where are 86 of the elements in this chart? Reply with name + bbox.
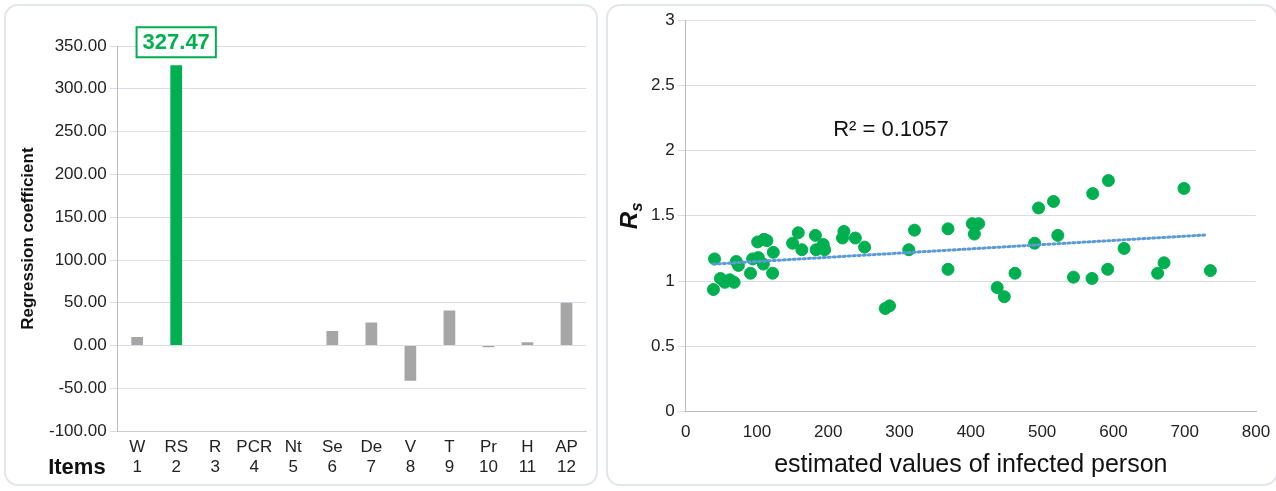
point: [990, 281, 1004, 295]
point: [883, 299, 897, 313]
point: [941, 262, 955, 276]
y-tick-label: -100.00: [48, 420, 107, 440]
y-tick-label: 50.00: [64, 292, 107, 312]
bar: [326, 331, 339, 346]
point: [766, 245, 780, 259]
point: [766, 266, 780, 280]
x-tick-label: 100: [742, 422, 772, 442]
point: [1066, 270, 1080, 284]
y-axis-title: Rs: [614, 202, 646, 230]
x-tick-label: 700: [1170, 422, 1199, 442]
point: [1047, 194, 1061, 208]
point: [1086, 187, 1100, 201]
bar: [170, 65, 183, 346]
y-tick-label: 2: [665, 140, 675, 160]
bar: [131, 337, 144, 346]
point: [727, 275, 741, 289]
point: [1203, 264, 1217, 278]
point: [1101, 262, 1115, 276]
y-axis-title: Regression coefficient: [17, 147, 37, 330]
bar: [404, 346, 417, 381]
x-tick-label: AP 12: [555, 437, 578, 477]
point: [1101, 174, 1115, 188]
x-tick-label: W 1: [129, 437, 146, 477]
y-tick-label: 250.00: [54, 121, 107, 141]
y-tick-label: 0.5: [650, 336, 675, 356]
point: [837, 224, 851, 238]
point: [858, 240, 872, 254]
bar: [521, 342, 534, 346]
x-tick-label: 0: [680, 422, 691, 442]
y-tick-label: 0.00: [73, 335, 107, 355]
y-tick-label: 350.00: [54, 35, 107, 55]
x-tick-label: H 11: [518, 437, 537, 477]
x-tick-label: De 7: [360, 437, 383, 477]
point: [1151, 266, 1165, 280]
bar: [560, 302, 573, 346]
x-tick-label: T 9: [444, 437, 455, 477]
x-tick-label: RS 2: [164, 437, 189, 477]
x-axis-title: Items: [48, 454, 106, 480]
x-tick-label: Se 6: [321, 437, 343, 477]
point: [1008, 266, 1022, 280]
annotation: R² = 0.1057: [833, 115, 949, 141]
y-tick-label: 1: [665, 270, 675, 290]
y-tick-label: 0: [665, 401, 675, 421]
y-tick-label: 1.5: [650, 205, 675, 225]
y-tick-label: -50.00: [58, 378, 107, 398]
point: [1051, 228, 1065, 242]
y-tick-label: 200.00: [54, 164, 107, 184]
point: [907, 223, 921, 237]
point: [791, 226, 805, 240]
point: [808, 228, 822, 242]
x-tick-label: 400: [956, 422, 985, 442]
point: [967, 227, 981, 241]
x-tick-label: 300: [885, 422, 914, 442]
x-tick-label: PCR 4: [236, 437, 273, 477]
x-axis-title: estimated values of infected person: [774, 448, 1168, 477]
bar: [443, 310, 456, 346]
point: [1177, 181, 1191, 195]
point: [786, 236, 800, 250]
x-tick-label: Nt 5: [284, 437, 303, 477]
point: [1117, 241, 1131, 255]
point: [848, 231, 862, 245]
point: [997, 290, 1011, 304]
y-tick-label: 150.00: [54, 206, 107, 226]
x-tick-label: 800: [1241, 422, 1271, 442]
data-label: 327.47: [142, 29, 210, 55]
point: [706, 283, 720, 297]
point: [941, 222, 955, 236]
bar: [365, 322, 378, 346]
x-tick-label: 500: [1027, 422, 1057, 442]
x-tick-label: 600: [1099, 422, 1128, 442]
point: [744, 266, 758, 280]
y-tick-label: 100.00: [54, 249, 107, 269]
x-tick-label: V 8: [404, 437, 417, 477]
point: [818, 243, 832, 257]
x-tick-label: Pr 10: [478, 437, 498, 477]
x-tick-label: 200: [814, 422, 843, 442]
point: [795, 243, 809, 257]
point: [1032, 201, 1046, 215]
point: [1157, 256, 1171, 270]
y-tick-label: 300.00: [54, 78, 107, 98]
y-tick-label: 3: [665, 9, 675, 29]
point: [1085, 271, 1099, 285]
x-tick-label: R 3: [209, 437, 222, 477]
y-tick-label: 2.5: [650, 74, 675, 94]
